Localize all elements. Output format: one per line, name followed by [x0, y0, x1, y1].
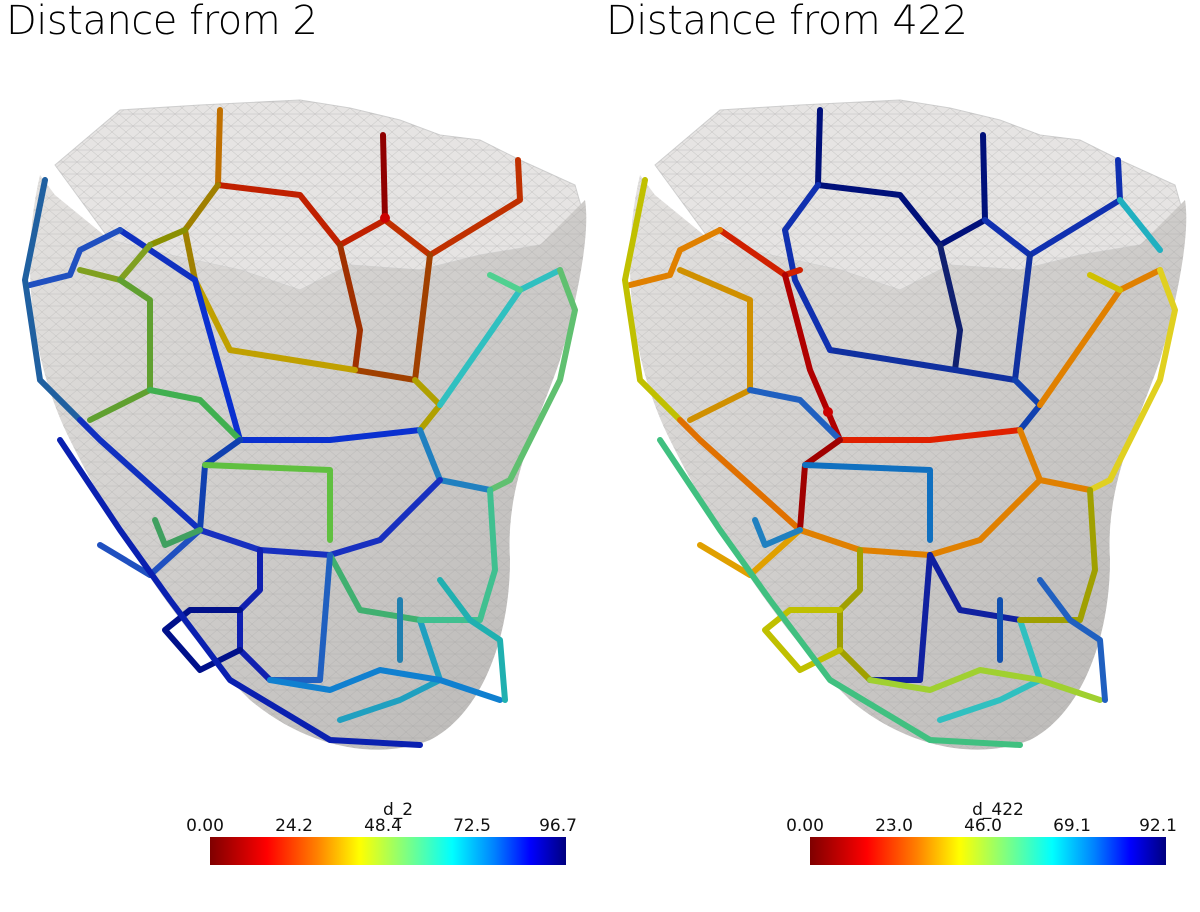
colorbar-tick: 24.2 — [275, 816, 313, 836]
heart-mesh-render — [622, 99, 1187, 750]
colorbar-tick: 48.4 — [364, 816, 402, 836]
panel-title: Distance from 2 — [6, 0, 318, 44]
colorbar: d_422 0.00 23.0 46.0 69.1 92.1 — [786, 800, 1200, 870]
source-node-marker — [380, 213, 390, 223]
colorbar-tick: 46.0 — [964, 816, 1002, 836]
left-panel: Distance from 2 d_2 0.00 24.2 48.4 72.5 … — [6, 0, 587, 865]
panel-title: Distance from 422 — [606, 0, 968, 44]
colorbar-tick: 0.00 — [186, 816, 224, 836]
right-panel: Distance from 422 d_422 0.00 23.0 46.0 6… — [600, 0, 1200, 912]
colorbar-label: d_2 — [382, 800, 414, 820]
colorbar-tick: 92.1 — [1139, 816, 1177, 836]
source-node-marker — [823, 407, 833, 417]
colorbar-tick: 69.1 — [1053, 816, 1091, 836]
distance-network — [622, 107, 1178, 748]
colorbar-label: d_422 — [972, 800, 1024, 820]
colorbar-ticks: 0.00 23.0 46.0 69.1 92.1 — [786, 816, 1200, 836]
colorbar-tick: 23.0 — [875, 816, 913, 836]
colorbar-tick: 72.5 — [453, 816, 491, 836]
colorbar: d_2 0.00 24.2 48.4 72.5 96.7 — [186, 800, 620, 870]
colorbar-gradient — [810, 837, 1166, 865]
colorbar-tick: 0.00 — [786, 816, 824, 836]
colorbar-gradient — [210, 837, 566, 865]
colorbar-tick: 96.7 — [539, 816, 577, 836]
distance-network — [22, 107, 578, 748]
colorbar-ticks: 0.00 24.2 48.4 72.5 96.7 — [186, 816, 620, 836]
heart-mesh-render — [22, 99, 587, 750]
